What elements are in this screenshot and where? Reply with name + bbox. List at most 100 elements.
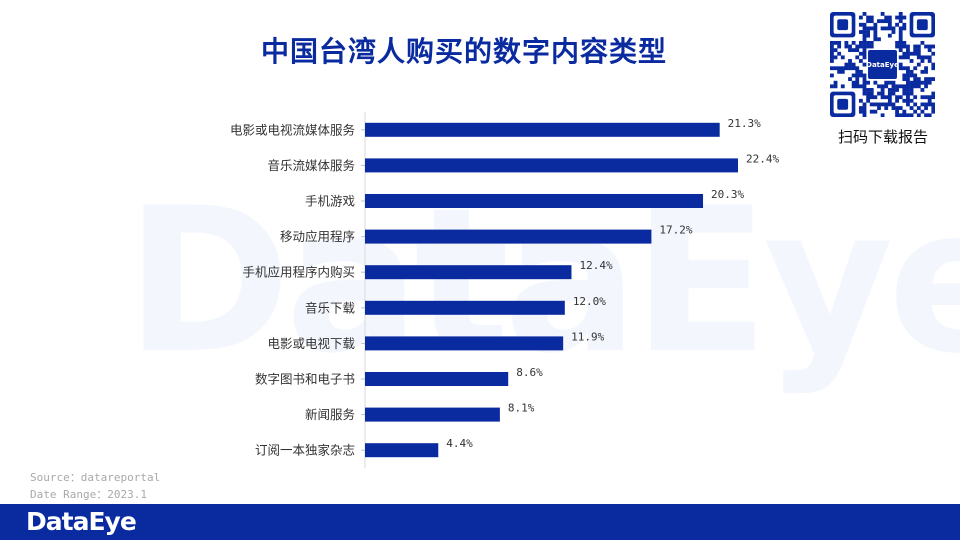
- qr-module: [902, 113, 907, 118]
- qr-module: [906, 102, 910, 107]
- qr-module: [877, 102, 881, 107]
- qr-module: [906, 48, 910, 53]
- qr-module: [862, 102, 867, 107]
- category-label: 数字图书和电子书: [255, 372, 355, 387]
- qr-module: [862, 33, 867, 38]
- qr-module: [869, 88, 874, 92]
- qr-module: [877, 91, 881, 96]
- qr-module: [913, 66, 918, 71]
- qr-module: [909, 51, 914, 56]
- qr-module: [851, 62, 856, 67]
- qr-module: [837, 69, 842, 74]
- qr-module: [869, 40, 874, 45]
- qr-code[interactable]: DataEye: [830, 12, 936, 118]
- qr-module: [902, 44, 907, 49]
- qr-module: [880, 26, 885, 31]
- qr-module: [902, 109, 907, 114]
- qr-module: [851, 80, 856, 85]
- qr-module: [862, 51, 867, 56]
- category-label: 音乐下载: [305, 300, 356, 315]
- qr-module: [891, 88, 896, 92]
- qr-module: [913, 80, 918, 85]
- data-label: 12.0%: [573, 295, 606, 308]
- qr-module: [895, 84, 899, 89]
- qr-module: [913, 95, 918, 100]
- qr-module: [869, 102, 874, 107]
- qr-module: [862, 44, 867, 49]
- qr-module: [884, 19, 889, 24]
- qr-module: [877, 106, 881, 110]
- qr-module: [848, 66, 852, 71]
- qr-module: [898, 106, 903, 110]
- bar: [365, 194, 704, 208]
- qr-module: [913, 77, 918, 81]
- qr-module: [855, 44, 860, 49]
- qr-module: [869, 44, 874, 49]
- qr-module: [873, 80, 878, 85]
- qr-module: [931, 77, 936, 81]
- qr-module: [898, 26, 903, 31]
- qr-module: [887, 95, 892, 100]
- qr-module: [898, 40, 903, 45]
- qr-module: [851, 40, 856, 45]
- qr-module: [830, 51, 834, 56]
- qr-module: [869, 109, 874, 114]
- qr-module: [920, 55, 925, 60]
- date-range-line: Date Range：2023.1: [30, 488, 147, 501]
- qr-module: [851, 66, 856, 71]
- qr-module: [837, 66, 842, 71]
- qr-module: [891, 106, 896, 110]
- qr-module: [866, 98, 871, 103]
- qr-module: [931, 95, 936, 100]
- qr-module: [884, 80, 889, 85]
- qr-module: [866, 15, 871, 20]
- qr-module: [902, 51, 907, 56]
- qr-module: [906, 91, 910, 96]
- qr-module: [895, 95, 899, 100]
- qr-module: [866, 44, 871, 49]
- qr-module: [851, 48, 856, 53]
- qr-module: [887, 98, 892, 103]
- qr-module: [916, 51, 921, 56]
- qr-module: [906, 113, 910, 118]
- qr-module: [927, 77, 932, 81]
- qr-module: [895, 109, 899, 114]
- qr-module: [916, 84, 921, 89]
- qr-module: [924, 77, 928, 81]
- bar: [365, 372, 509, 386]
- qr-module: [848, 48, 852, 53]
- qr-module: [830, 84, 834, 89]
- qr-module: [906, 84, 910, 89]
- qr-module: [898, 84, 903, 89]
- qr-module: [848, 59, 852, 63]
- qr-module: [924, 102, 928, 107]
- category-label: 手机应用程序内购买: [242, 265, 355, 280]
- qr-module: [931, 91, 936, 96]
- qr-module: [906, 66, 910, 71]
- qr-module: [880, 19, 885, 24]
- source-note: Source：datareportal Date Range：2023.1: [30, 469, 160, 503]
- bar: [365, 407, 500, 422]
- qr-module: [927, 80, 932, 85]
- qr-module: [902, 26, 907, 31]
- qr-module: [862, 73, 867, 78]
- qr-module: [924, 69, 928, 74]
- qr-code-image: DataEye: [830, 12, 936, 118]
- qr-module: [858, 40, 863, 45]
- qr-module: [909, 73, 914, 78]
- qr-module: [927, 102, 932, 107]
- qr-module: [862, 113, 867, 118]
- qr-module: [895, 40, 899, 45]
- qr-module: [862, 30, 867, 34]
- bar: [365, 122, 720, 137]
- qr-module: [898, 44, 903, 49]
- qr-module: [866, 80, 871, 85]
- qr-module: [844, 66, 849, 71]
- qr-module: [906, 44, 910, 49]
- qr-module: [887, 80, 892, 85]
- qr-module: [869, 15, 874, 20]
- qr-module: [837, 51, 842, 56]
- qr-module: [873, 30, 878, 34]
- data-label: 8.6%: [516, 366, 543, 379]
- qr-module: [895, 44, 899, 49]
